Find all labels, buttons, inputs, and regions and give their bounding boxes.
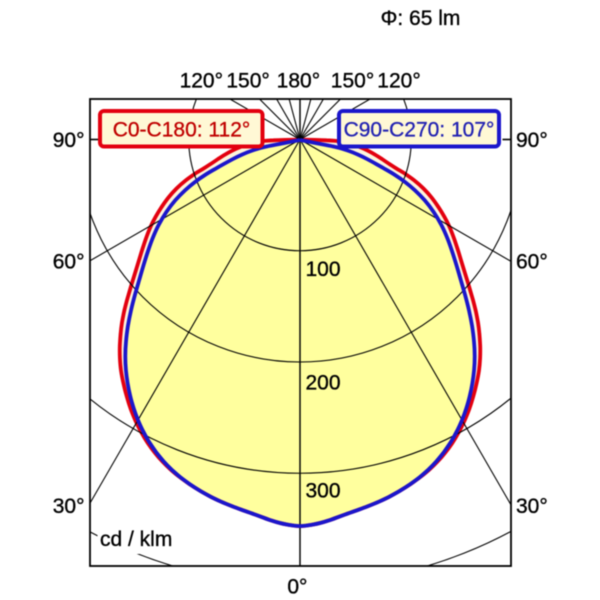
svg-text:90°: 90°	[53, 129, 85, 152]
svg-text:0°: 0°	[287, 576, 307, 599]
svg-text:C0-C180: 112°: C0-C180: 112°	[113, 119, 251, 142]
svg-text:30°: 30°	[53, 495, 85, 518]
svg-text:C90-C270: 107°: C90-C270: 107°	[344, 119, 495, 142]
svg-text:100: 100	[306, 258, 341, 281]
svg-text:Φ: 65 lm: Φ: 65 lm	[381, 7, 461, 30]
svg-text:120°: 120°	[377, 70, 420, 93]
svg-text:120°: 120°	[180, 70, 223, 93]
svg-text:180°: 180°	[277, 70, 320, 93]
svg-text:90°: 90°	[516, 129, 548, 152]
svg-text:cd / klm: cd / klm	[100, 528, 172, 551]
svg-text:60°: 60°	[53, 251, 85, 274]
svg-text:60°: 60°	[516, 251, 548, 274]
svg-text:150°: 150°	[226, 70, 269, 93]
svg-text:300: 300	[306, 480, 341, 503]
svg-text:30°: 30°	[516, 495, 548, 518]
svg-text:200: 200	[306, 372, 341, 395]
svg-text:150°: 150°	[331, 70, 374, 93]
